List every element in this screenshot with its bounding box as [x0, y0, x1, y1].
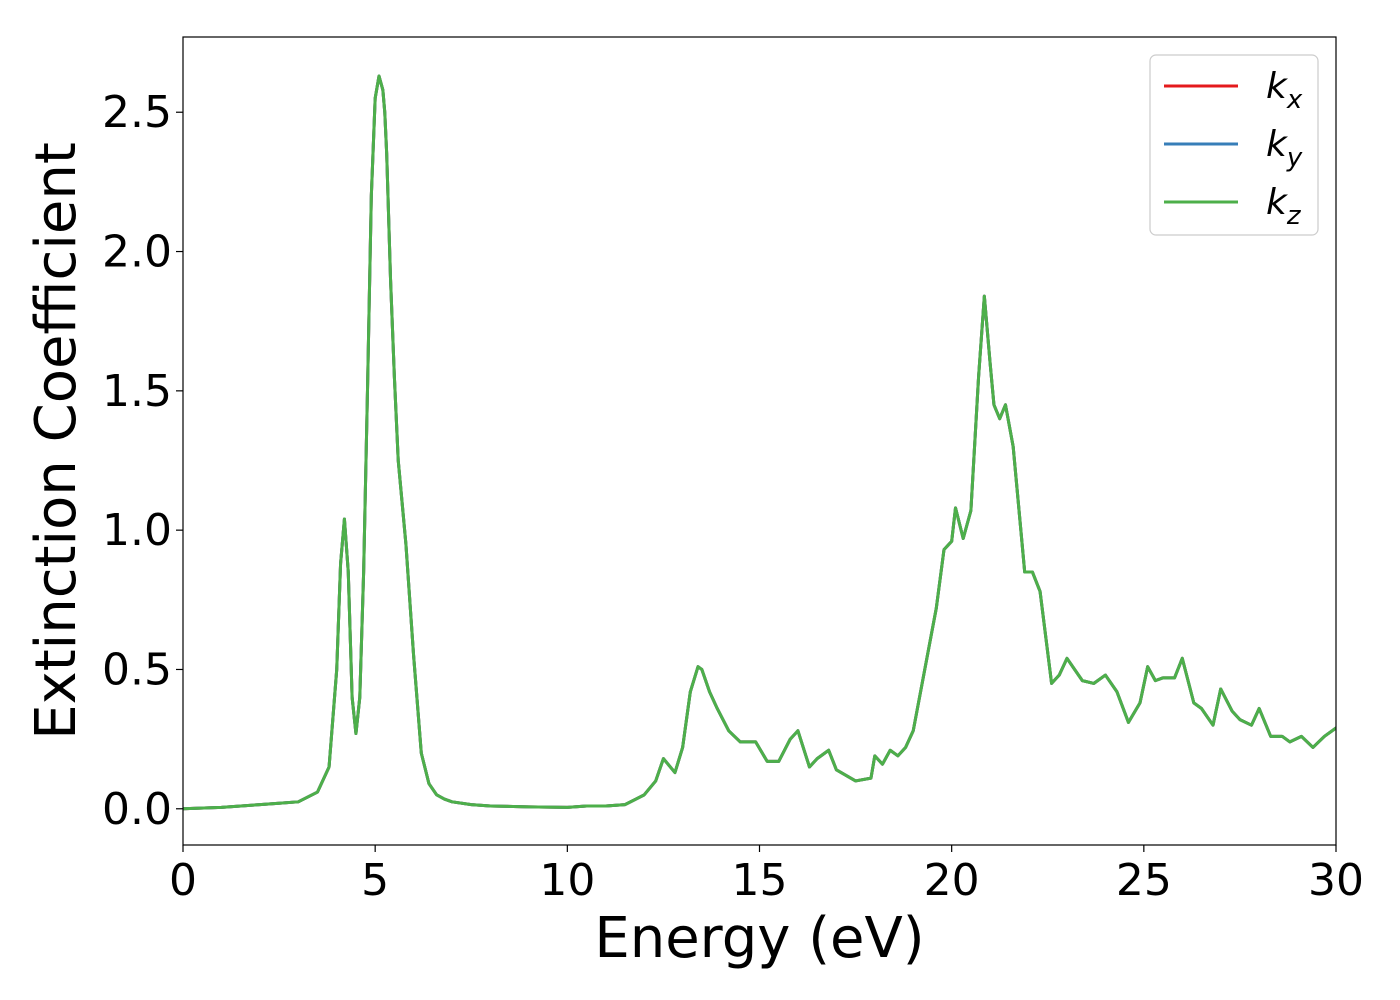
y-tick-label: 2.0	[102, 227, 172, 278]
legend-label: kx	[1266, 66, 1303, 115]
legend-item-k-z: kz	[1164, 182, 1302, 231]
y-tick-label: 0.5	[102, 644, 172, 695]
x-tick-label: 0	[169, 855, 197, 906]
x-tick-label: 30	[1308, 855, 1364, 906]
y-axis-label: Extinction Coefficient	[24, 142, 89, 740]
y-tick-label: 2.5	[102, 87, 172, 138]
y-tick-label: 0.0	[102, 784, 172, 835]
legend-label: ky	[1266, 124, 1303, 173]
legend-label: kz	[1266, 182, 1302, 231]
legend: kx ky kz	[1149, 54, 1319, 236]
legend-item-k-y: ky	[1164, 124, 1303, 173]
series-line-k-z	[183, 74, 1336, 811]
y-axis: 0.0 0.5 1.0 1.5 2.0 2.5	[102, 87, 183, 835]
x-axis-label: Energy (eV)	[594, 906, 924, 971]
series-layer	[183, 74, 1336, 811]
y-tick-label: 1.0	[102, 505, 172, 556]
x-tick-label: 20	[924, 855, 980, 906]
x-axis: 0 5 10 15 20 25 30	[169, 845, 1364, 906]
x-tick-label: 5	[361, 855, 389, 906]
legend-item-k-x: kx	[1164, 66, 1303, 115]
x-tick-label: 25	[1116, 855, 1172, 906]
x-tick-label: 10	[539, 855, 595, 906]
x-tick-label: 15	[732, 855, 788, 906]
y-tick-label: 1.5	[102, 366, 172, 417]
